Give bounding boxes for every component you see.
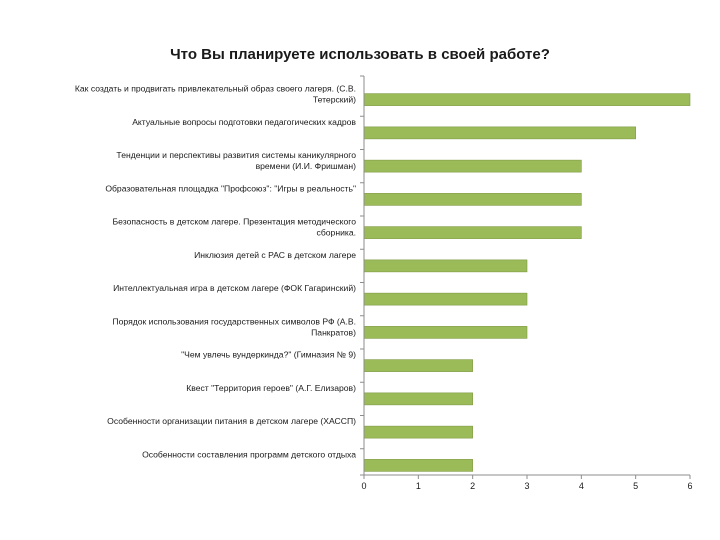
x-tick-label-0: 0 bbox=[361, 481, 366, 491]
x-tick-label-1: 1 bbox=[416, 481, 421, 491]
bar-9 bbox=[363, 359, 473, 372]
category-label-3-line-1: Тенденции и перспективы развития системы… bbox=[116, 150, 356, 160]
category-labels: Как создать и продвигать привлекательный… bbox=[75, 84, 357, 460]
category-label-7: Интеллектуальная игра в детском лагере (… bbox=[113, 283, 356, 293]
bar-7 bbox=[363, 292, 528, 306]
bar-5 bbox=[363, 226, 582, 239]
category-label-11: Особенности организации питания в детско… bbox=[107, 416, 356, 426]
bar-12 bbox=[363, 459, 473, 472]
bars-layer bbox=[363, 93, 691, 472]
category-label-2: Актуальные вопросы подготовки педагогиче… bbox=[132, 117, 356, 127]
x-tick-label-2: 2 bbox=[470, 481, 475, 491]
bar-11 bbox=[363, 425, 473, 439]
category-label-8-line-1: Порядок использования государственных си… bbox=[112, 316, 356, 326]
bar-10 bbox=[363, 392, 473, 406]
bar-1 bbox=[363, 93, 691, 106]
category-label-9: "Чем увлечь вундеркинда?" (Гимназия № 9) bbox=[181, 350, 356, 360]
category-label-1-line-2: Тетерский) bbox=[313, 95, 356, 105]
x-tick-label-3: 3 bbox=[524, 481, 529, 491]
bar-8 bbox=[363, 326, 528, 339]
category-label-5-line-1: Безопасность в детском лагере. Презентац… bbox=[113, 217, 357, 227]
bar-3 bbox=[363, 159, 582, 173]
category-label-4: Образовательная площадка "Профсоюз": "Иг… bbox=[105, 183, 356, 193]
x-tick-label-6: 6 bbox=[687, 481, 692, 491]
x-ticks: 0 1 2 3 4 5 6 bbox=[361, 475, 693, 491]
chart-title: Что Вы планируете использовать в своей р… bbox=[170, 46, 550, 63]
category-label-5-line-2: сборника. bbox=[317, 228, 356, 238]
x-tick-label-4: 4 bbox=[579, 481, 584, 491]
bar-6 bbox=[363, 259, 528, 273]
category-label-6: Инклюзия детей с РАС в детском лагере bbox=[194, 250, 356, 260]
category-label-3-line-2: времени (И.И. Фришман) bbox=[256, 161, 357, 171]
category-label-10: Квест "Территория героев" (А.Г. Елизаров… bbox=[186, 383, 356, 393]
bar-4 bbox=[363, 193, 582, 206]
category-label-8-line-2: Панкратов) bbox=[311, 327, 356, 337]
x-tick-label-5: 5 bbox=[633, 481, 638, 491]
category-label-1-line-1: Как создать и продвигать привлекательный… bbox=[75, 84, 356, 94]
category-label-12: Особенности составления программ детског… bbox=[142, 449, 356, 459]
bar-2 bbox=[363, 126, 636, 140]
